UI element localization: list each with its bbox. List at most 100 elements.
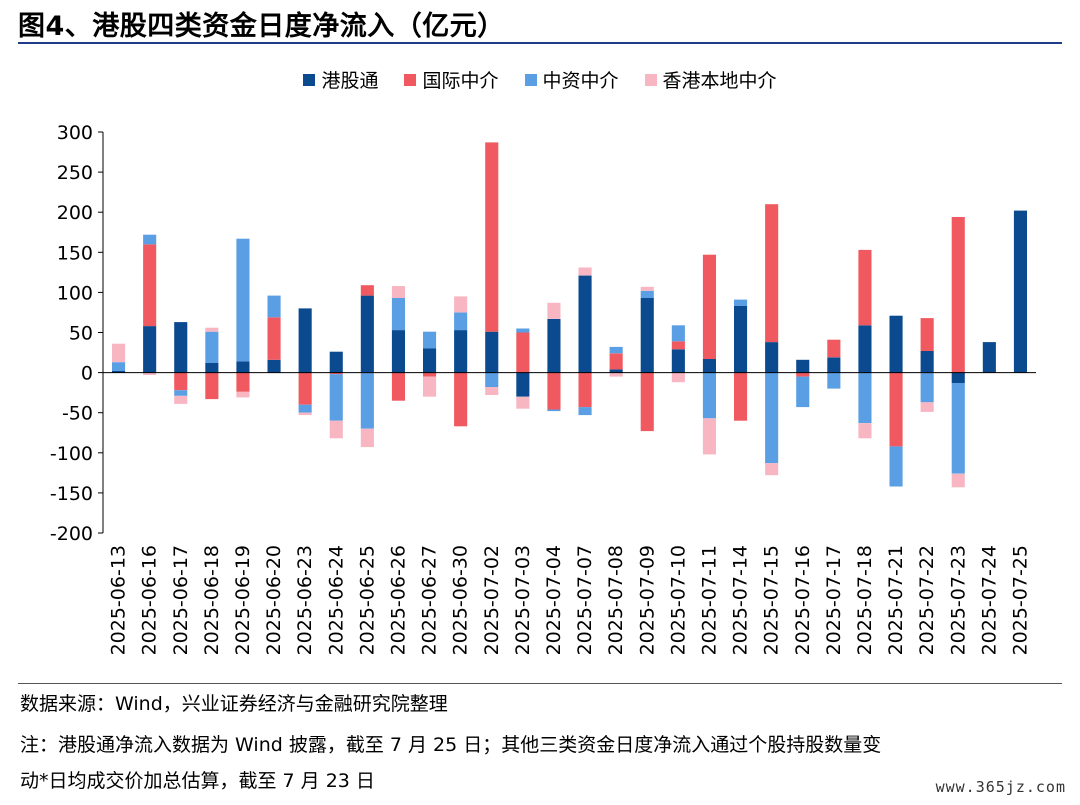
bar-segment-2025-06-26-s0: [391, 330, 405, 373]
y-tick-label: 0: [81, 363, 93, 385]
bar-segment-2025-06-26-s3: [391, 286, 405, 298]
bar-segment-2025-07-04-s1: [547, 372, 561, 410]
bar-segment-2025-07-07-s1: [578, 372, 592, 408]
bar-segment-2025-07-22-s2: [920, 372, 934, 403]
bar-segment-2025-06-16-s2: [143, 234, 157, 245]
bar-segment-2025-07-14-s2: [734, 299, 748, 306]
legend-item-intl: 国际中介: [404, 66, 499, 93]
bar-segment-2025-07-23-s3: [951, 473, 965, 488]
bar-segment-2025-06-25-s1: [360, 285, 374, 296]
x-tick-label: 2025-06-26: [387, 545, 409, 655]
title-divider: [18, 42, 1062, 44]
bar-segment-2025-07-11-s1: [702, 254, 716, 359]
bar-segment-2025-06-23-s1: [298, 372, 312, 405]
bar-segment-2025-06-18-s0: [205, 363, 219, 373]
bar-segment-2025-07-02-s2: [485, 372, 499, 387]
bar-segment-2025-07-22-s3: [920, 402, 934, 412]
x-tick-label: 2025-07-03: [512, 545, 534, 655]
bar-segment-2025-06-30-s1: [454, 372, 468, 427]
x-tick-label: 2025-07-24: [978, 545, 1000, 655]
stacked-bar-chart: 300 250 200 150 100 50 0 -50 -100 -150 -200 2025-06…: [50, 122, 1036, 655]
bar-segment-2025-07-11-s3: [702, 418, 716, 455]
x-tick-label: 2025-06-27: [419, 545, 441, 655]
x-tick-label: 2025-06-20: [263, 545, 285, 655]
watermark: www.365jz.com: [935, 778, 1066, 796]
x-tick-label: 2025-07-17: [823, 545, 845, 655]
x-tick-label: 2025-07-18: [854, 545, 876, 655]
bar-segment-2025-07-15-s0: [765, 342, 779, 373]
bar-segment-2025-07-15-s3: [765, 463, 779, 476]
bar-segment-2025-06-19-s2: [236, 238, 250, 362]
footer-divider: [18, 683, 1062, 684]
bar-segment-2025-07-18-s2: [858, 372, 872, 424]
x-tick-label: 2025-07-23: [947, 545, 969, 655]
bar-segment-2025-06-30-s0: [454, 330, 468, 373]
bar-segment-2025-07-09-s1: [640, 372, 654, 432]
bar-segment-2025-06-26-s1: [391, 372, 405, 401]
bar-segment-2025-06-16-s0: [143, 326, 157, 373]
bar-segment-2025-07-11-s2: [702, 372, 716, 419]
x-tick-label: 2025-06-23: [294, 545, 316, 655]
bar-segment-2025-07-15-s2: [765, 372, 779, 464]
legend-label-cn: 中资中介: [542, 70, 619, 92]
bar-segment-2025-07-16-s2: [796, 376, 810, 408]
x-tick-label: 2025-07-15: [761, 545, 783, 655]
bar-segment-2025-07-09-s0: [640, 298, 654, 373]
y-tick-label: -200: [50, 523, 93, 545]
bar-segment-2025-06-24-s3: [329, 420, 343, 439]
bar-segment-2025-06-27-s2: [423, 331, 437, 349]
legend-item-hk: 香港本地中介: [644, 66, 777, 93]
bar-segment-2025-06-30-s3: [454, 296, 468, 313]
bar-segment-2025-06-17-s1: [174, 372, 188, 391]
y-tick-label: 250: [57, 162, 93, 184]
y-tick-label: 300: [57, 122, 93, 144]
x-tick-label: 2025-06-30: [450, 545, 472, 655]
bar-segment-2025-07-04-s0: [547, 318, 561, 373]
bar-segment-2025-06-24-s2: [329, 374, 343, 421]
legend-item-ggt: 港股通: [303, 66, 378, 93]
x-tick-label: 2025-07-14: [730, 545, 752, 655]
bar-segment-2025-07-14-s1: [734, 372, 748, 421]
y-tick-label: -100: [50, 443, 93, 465]
bar-segment-2025-06-23-s3: [298, 412, 312, 416]
bar-segment-2025-06-13-s3: [112, 343, 126, 363]
bar-segment-2025-06-16-s1: [143, 244, 157, 327]
legend-swatch-intl: [404, 73, 417, 86]
bar-segment-2025-07-23-s2: [951, 383, 965, 474]
x-tick-label: 2025-07-08: [605, 545, 627, 655]
x-tick-label: 2025-06-18: [201, 545, 223, 655]
bar-segment-2025-06-26-s2: [391, 298, 405, 331]
x-tick-label: 2025-06-24: [325, 545, 347, 655]
bar-segment-2025-06-27-s3: [423, 376, 437, 397]
bar-segment-2025-06-20-s0: [267, 359, 281, 373]
bar-segment-2025-07-22-s0: [920, 350, 934, 373]
bar-segment-2025-06-18-s3: [205, 327, 219, 332]
axes-layer: 300 250 200 150 100 50 0 -50 -100 -150 -200 2025-06…: [50, 122, 1036, 655]
bar-segment-2025-06-17-s2: [174, 390, 188, 396]
x-tick-label: 2025-07-02: [481, 545, 503, 655]
bar-segment-2025-06-23-s2: [298, 404, 312, 413]
bar-segment-2025-06-20-s1: [267, 317, 281, 360]
bar-segment-2025-07-24-s0: [982, 342, 996, 373]
source-note: 数据来源：Wind，兴业证券经济与金融研究院整理: [20, 693, 448, 715]
bar-segment-2025-07-18-s1: [858, 249, 872, 326]
y-tick-label: 200: [57, 202, 93, 224]
bar-segment-2025-07-04-s3: [547, 302, 561, 319]
bar-segment-2025-06-17-s0: [174, 322, 188, 373]
bar-segment-2025-06-13-s0: [112, 371, 126, 373]
legend-item-cn: 中资中介: [524, 66, 619, 93]
bar-segment-2025-07-02-s0: [485, 331, 499, 373]
bar-segment-2025-07-07-s3: [578, 267, 592, 276]
x-tick-label: 2025-06-17: [170, 545, 192, 655]
bar-segment-2025-07-03-s1: [516, 332, 530, 373]
bar-segment-2025-07-08-s2: [609, 346, 623, 354]
figure-title: 图4、港股四类资金日度净流入（亿元）: [18, 11, 505, 42]
x-tick-label: 2025-07-09: [636, 545, 658, 655]
y-tick-label: -150: [50, 483, 93, 505]
bar-segment-2025-07-22-s1: [920, 318, 934, 351]
bar-segment-2025-07-21-s1: [889, 372, 903, 447]
footnote-line-2: 动*日均成交价加总估算，截至 7 月 23 日: [20, 770, 375, 792]
bar-segment-2025-06-13-s2: [112, 362, 126, 371]
bar-segment-2025-07-08-s0: [609, 369, 623, 373]
bar-segment-2025-07-03-s0: [516, 372, 530, 397]
